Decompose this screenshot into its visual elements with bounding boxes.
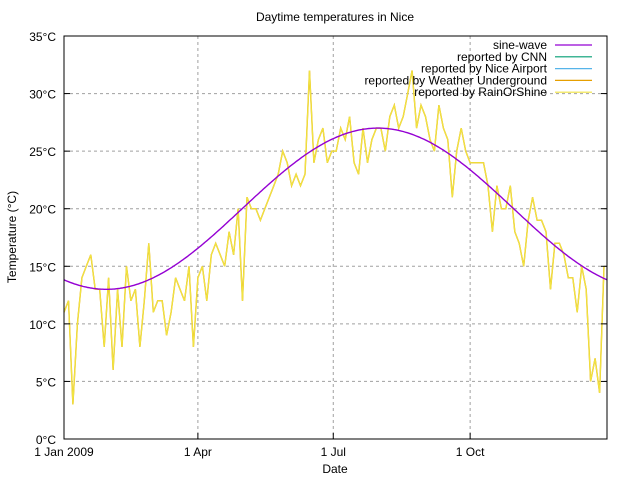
y-tick-label: 20°C — [29, 203, 56, 217]
legend-label: reported by Weather Underground — [364, 73, 547, 87]
legend-label: reported by RainOrShine — [414, 85, 547, 99]
y-tick-label: 30°C — [29, 88, 56, 102]
y-tick-label: 15°C — [29, 260, 56, 274]
chart-title: Daytime temperatures in Nice — [256, 10, 414, 24]
series-line-4 — [63, 70, 605, 405]
x-tick-label: 1 Apr — [184, 445, 212, 459]
legend-label: sine-wave — [493, 38, 547, 52]
x-tick-label: 1 Jan 2009 — [34, 445, 94, 459]
legend-label: reported by Nice Airport — [421, 62, 548, 76]
y-tick-label: 35°C — [29, 30, 56, 44]
legend-label: reported by CNN — [457, 50, 547, 64]
y-tick-label: 10°C — [29, 318, 56, 332]
y-axis-label: Temperature (°C) — [5, 191, 19, 283]
y-tick-label: 0°C — [36, 433, 56, 447]
y-tick-label: 25°C — [29, 145, 56, 159]
x-tick-label: 1 Jul — [321, 445, 346, 459]
x-tick-label: 1 Oct — [456, 445, 485, 459]
grid — [64, 36, 607, 439]
series-line-0 — [63, 127, 608, 290]
y-tick-label: 5°C — [36, 375, 56, 389]
x-axis-label: Date — [322, 462, 348, 476]
ticks: 0°C 5°C 10°C 15°C 20°C 25°C 30°C 35°C 1 Jan 2009… — [29, 30, 607, 459]
plot-border — [63, 35, 608, 440]
series-layer — [63, 70, 608, 405]
